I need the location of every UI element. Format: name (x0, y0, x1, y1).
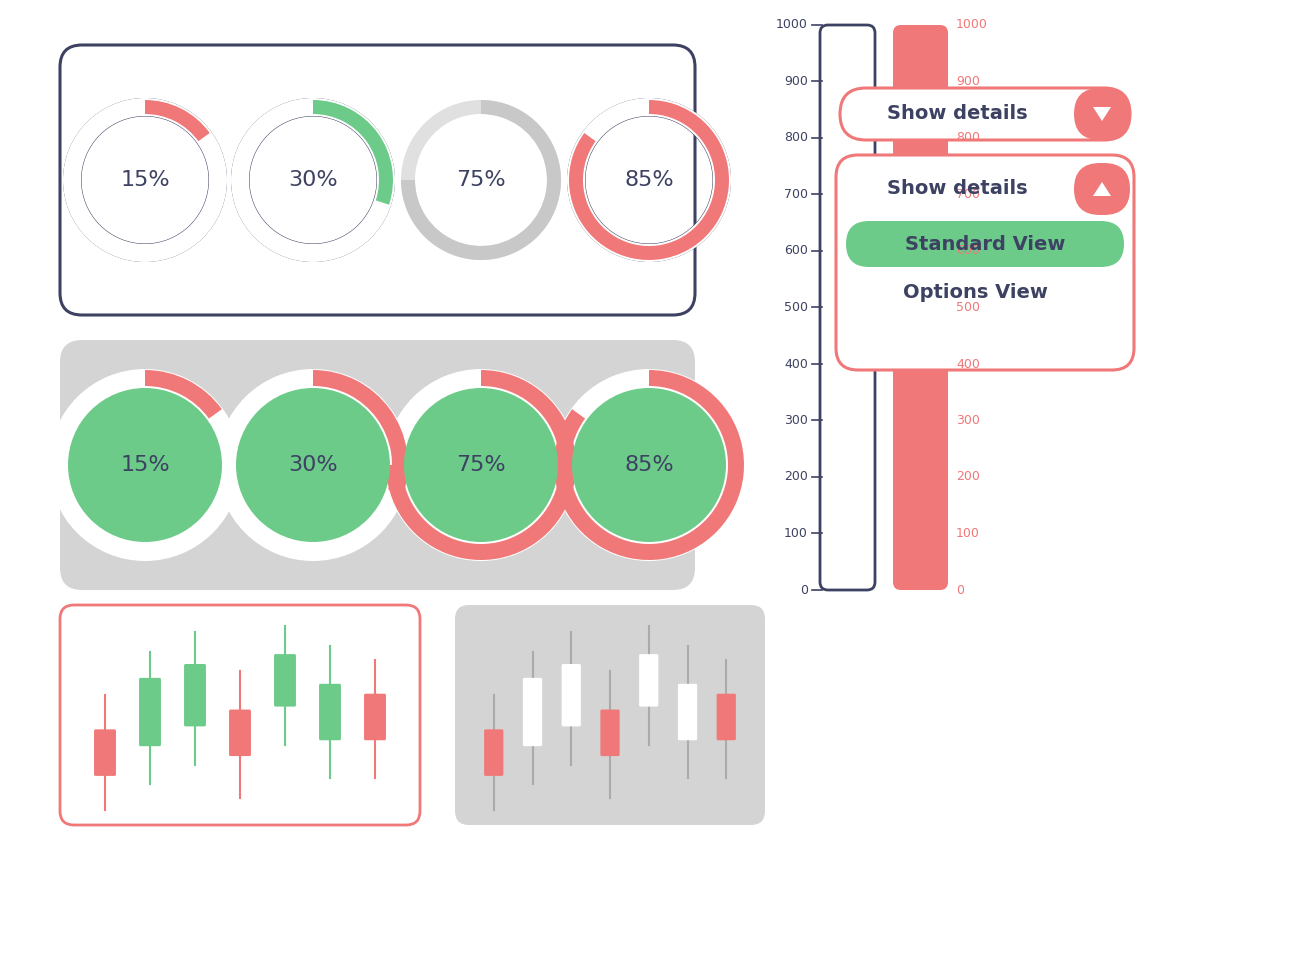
Text: 100: 100 (784, 527, 808, 540)
Wedge shape (569, 100, 729, 260)
Wedge shape (583, 114, 715, 246)
Circle shape (236, 388, 390, 542)
FancyBboxPatch shape (678, 684, 698, 740)
Text: 700: 700 (784, 188, 808, 201)
FancyBboxPatch shape (601, 710, 619, 757)
FancyBboxPatch shape (456, 605, 764, 825)
Text: 75%: 75% (457, 170, 505, 190)
Text: 600: 600 (784, 244, 808, 258)
Text: 300: 300 (956, 414, 980, 427)
FancyBboxPatch shape (364, 694, 386, 740)
Text: Standard View: Standard View (905, 234, 1066, 254)
FancyBboxPatch shape (836, 155, 1134, 370)
FancyBboxPatch shape (819, 25, 874, 590)
FancyBboxPatch shape (319, 684, 340, 740)
FancyBboxPatch shape (94, 729, 117, 776)
Text: 900: 900 (956, 75, 980, 88)
FancyBboxPatch shape (840, 163, 1130, 215)
Wedge shape (569, 100, 729, 260)
Wedge shape (65, 100, 225, 260)
Text: Show details: Show details (886, 105, 1028, 123)
Circle shape (572, 388, 726, 542)
FancyBboxPatch shape (893, 25, 948, 590)
Wedge shape (313, 370, 408, 494)
Wedge shape (217, 369, 408, 561)
FancyBboxPatch shape (639, 654, 658, 707)
Wedge shape (567, 98, 730, 262)
Text: Options View: Options View (903, 283, 1047, 303)
Wedge shape (385, 369, 577, 561)
Text: 75%: 75% (457, 455, 505, 475)
Wedge shape (567, 98, 730, 262)
Text: 400: 400 (956, 358, 980, 370)
Polygon shape (1093, 107, 1111, 121)
Wedge shape (50, 370, 240, 560)
FancyBboxPatch shape (522, 678, 542, 746)
Wedge shape (63, 98, 226, 262)
Text: 15%: 15% (120, 455, 170, 475)
FancyBboxPatch shape (60, 45, 695, 315)
Text: 15%: 15% (120, 170, 170, 190)
Polygon shape (1093, 182, 1111, 196)
Text: 500: 500 (784, 301, 808, 314)
FancyBboxPatch shape (60, 605, 420, 825)
Wedge shape (230, 98, 395, 262)
FancyBboxPatch shape (716, 694, 736, 740)
Wedge shape (145, 370, 221, 418)
Wedge shape (219, 370, 408, 560)
Wedge shape (386, 370, 576, 560)
Text: 0: 0 (956, 583, 963, 597)
FancyBboxPatch shape (274, 654, 296, 707)
FancyBboxPatch shape (60, 340, 695, 590)
Wedge shape (48, 369, 241, 561)
Wedge shape (63, 98, 226, 262)
Text: 600: 600 (956, 244, 980, 258)
Text: 800: 800 (784, 131, 808, 144)
Text: 100: 100 (956, 527, 980, 540)
Text: 30%: 30% (288, 170, 338, 190)
FancyBboxPatch shape (562, 664, 581, 726)
Wedge shape (401, 100, 562, 260)
FancyBboxPatch shape (185, 664, 206, 726)
FancyBboxPatch shape (484, 729, 504, 776)
Wedge shape (145, 100, 209, 141)
Wedge shape (230, 98, 395, 262)
Text: 1000: 1000 (776, 19, 808, 31)
Text: 200: 200 (956, 470, 980, 483)
FancyBboxPatch shape (846, 221, 1124, 267)
Text: 300: 300 (784, 414, 808, 427)
Wedge shape (313, 100, 393, 205)
Text: 200: 200 (784, 470, 808, 483)
FancyBboxPatch shape (229, 710, 251, 757)
Wedge shape (386, 370, 576, 560)
FancyBboxPatch shape (1073, 88, 1130, 140)
FancyBboxPatch shape (1073, 163, 1130, 215)
Text: 85%: 85% (624, 455, 674, 475)
Text: 1000: 1000 (956, 19, 988, 31)
FancyBboxPatch shape (139, 678, 161, 746)
Text: 400: 400 (784, 358, 808, 370)
Wedge shape (401, 100, 562, 260)
Text: 500: 500 (956, 301, 980, 314)
Text: 900: 900 (784, 75, 808, 88)
Text: Show details: Show details (886, 179, 1028, 199)
Circle shape (404, 388, 558, 542)
Wedge shape (233, 100, 393, 260)
Wedge shape (552, 369, 745, 561)
Wedge shape (554, 370, 744, 560)
Wedge shape (247, 114, 380, 246)
Text: 85%: 85% (624, 170, 674, 190)
Text: 0: 0 (800, 583, 808, 597)
Wedge shape (554, 370, 744, 560)
Text: 700: 700 (956, 188, 980, 201)
Wedge shape (79, 114, 211, 246)
FancyBboxPatch shape (840, 88, 1130, 140)
Text: 800: 800 (956, 131, 980, 144)
Circle shape (68, 388, 223, 542)
Text: 30%: 30% (288, 455, 338, 475)
